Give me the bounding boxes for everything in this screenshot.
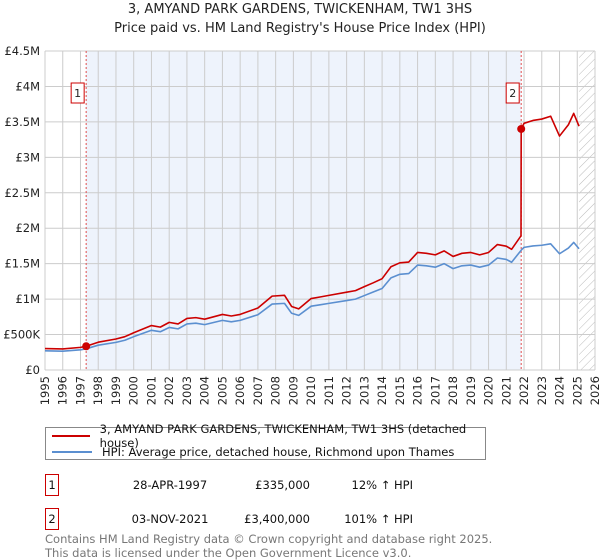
x-tick-label: 1998 xyxy=(91,376,105,405)
chart-subtitle: Price paid vs. HM Land Registry's House … xyxy=(114,21,486,36)
sale-hpi: 101% ↑ HPI xyxy=(344,512,413,526)
x-tick-label: 2023 xyxy=(535,376,549,405)
y-tick-label: £2M xyxy=(15,221,40,235)
legend: 3, AMYAND PARK GARDENS, TWICKENHAM, TW1 … xyxy=(45,422,486,460)
legend-swatch-blue xyxy=(52,451,92,453)
y-tick-label: £2.5M xyxy=(4,186,40,200)
x-tick-label: 2010 xyxy=(304,376,318,405)
price-paid-line xyxy=(44,112,580,350)
sale-label: 2 xyxy=(509,87,516,100)
footer-line-1: Contains HM Land Registry data © Crown c… xyxy=(45,532,493,546)
sale-hpi: 12% ↑ HPI xyxy=(351,478,413,492)
x-tick-label: 2026 xyxy=(588,376,600,405)
y-tick-label: £1M xyxy=(15,292,40,306)
sale-row-2: 2 03-NOV-2021 £3,400,000 101% ↑ HPI xyxy=(45,508,445,530)
x-tick-label: 1995 xyxy=(38,376,52,405)
x-tick-label: 2014 xyxy=(375,376,389,405)
legend-item-property: 3, AMYAND PARK GARDENS, TWICKENHAM, TW1 … xyxy=(52,422,485,450)
sale-label-box xyxy=(70,82,85,104)
x-tick-label: 2012 xyxy=(340,376,354,405)
x-tick-label: 2019 xyxy=(464,376,478,405)
x-tick-label: 2018 xyxy=(446,376,460,405)
x-tick-label: 2003 xyxy=(180,376,194,405)
x-tick-label: 2022 xyxy=(517,376,531,405)
sale-date: 28-APR-1997 xyxy=(132,478,208,492)
sale-label-box xyxy=(505,82,520,104)
shaded-ownership-region xyxy=(86,51,522,370)
x-tick-label: 2007 xyxy=(251,376,265,405)
footer-line-2: This data is licensed under the Open Gov… xyxy=(45,546,412,560)
price-chart: 1995 1996 1997 1998 1999 2000 2001 2002 2003 2004… xyxy=(3,44,600,405)
x-tick-label: 1999 xyxy=(109,376,123,405)
y-tick-label: £3M xyxy=(15,150,40,164)
y-tick-label: £4M xyxy=(15,79,40,93)
sale-date: 03-NOV-2021 xyxy=(131,512,209,526)
hpi-line xyxy=(44,241,580,353)
x-tick-label: 2001 xyxy=(144,376,158,405)
x-tick-label: 2013 xyxy=(357,376,371,405)
legend-label: 3, AMYAND PARK GARDENS, TWICKENHAM, TW1 … xyxy=(99,422,467,450)
y-tick-label: £1.5M xyxy=(4,257,40,271)
sale-point xyxy=(517,124,526,133)
x-tick-label: 2021 xyxy=(499,376,513,405)
x-tick-label: 2009 xyxy=(286,376,300,405)
chart-title: 3, AMYAND PARK GARDENS, TWICKENHAM, TW1 … xyxy=(127,2,473,17)
sale-price: £335,000 xyxy=(255,478,310,492)
sale-number: 1 xyxy=(45,474,59,496)
x-tick-label: 2024 xyxy=(553,376,567,405)
y-tick-label: £4.5M xyxy=(4,44,40,58)
legend-item-hpi: HPI: Average price, detached house, Rich… xyxy=(52,444,454,460)
hatched-future-region xyxy=(579,51,595,370)
x-tick-label: 2004 xyxy=(198,376,212,405)
y-tick-label: £500K xyxy=(3,328,40,342)
legend-label: HPI: Average price, detached house, Rich… xyxy=(102,445,455,459)
x-tick-label: 2025 xyxy=(570,376,584,405)
x-tick-label: 2016 xyxy=(411,376,425,405)
y-tick-label: £0 xyxy=(25,363,40,377)
sale-point xyxy=(82,342,91,351)
x-tick-label: 2005 xyxy=(215,376,229,405)
x-tick-label: 2017 xyxy=(428,376,442,405)
x-tick-label: 1996 xyxy=(56,376,70,405)
x-tick-label: 2002 xyxy=(162,376,176,405)
sale-price: £3,400,000 xyxy=(244,512,310,526)
sale-row-1: 1 28-APR-1997 £335,000 12% ↑ HPI xyxy=(45,474,445,496)
x-tick-label: 2020 xyxy=(482,376,496,405)
x-tick-label: 2000 xyxy=(127,376,141,405)
sale-number: 2 xyxy=(45,508,59,530)
x-tick-label: 1997 xyxy=(73,376,87,405)
x-tick-label: 2015 xyxy=(393,376,407,405)
legend-swatch-red xyxy=(52,435,90,437)
sale-label: 1 xyxy=(74,87,81,100)
x-tick-label: 2006 xyxy=(233,376,247,405)
x-tick-label: 2008 xyxy=(269,376,283,405)
y-tick-label: £3.5M xyxy=(4,115,40,129)
x-tick-label: 2011 xyxy=(322,376,336,405)
